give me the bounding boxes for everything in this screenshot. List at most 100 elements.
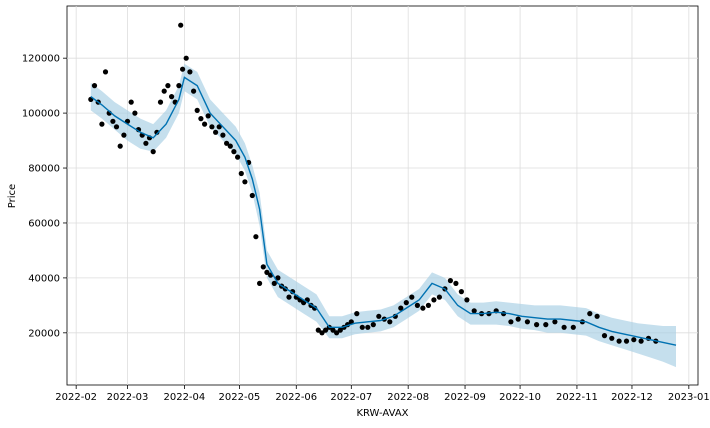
x-tick-label: 2022-06 [275, 392, 317, 403]
y-tick-label: 100000 [22, 109, 60, 120]
y-tick-label: 20000 [28, 328, 60, 339]
observed-point [150, 149, 156, 155]
observed-point [253, 234, 259, 240]
x-axis-label: KRW-AVAX [356, 408, 408, 419]
observed-point [242, 179, 248, 185]
observed-point [403, 300, 409, 306]
observed-point [220, 132, 226, 138]
x-tick-label: 2022-02 [55, 392, 97, 403]
observed-point [587, 311, 593, 317]
observed-point [515, 316, 521, 322]
y-axis-ticks: 20000 40000 60000 80000 100000 120000 [22, 54, 67, 339]
x-tick-label: 2022-09 [444, 392, 486, 403]
observed-point [387, 319, 393, 325]
x-axis-ticks: 2022-02 2022-03 2022-04 2022-05 2022-06 2022-… [55, 385, 710, 403]
observed-point [257, 280, 263, 286]
observed-point [334, 330, 340, 336]
observed-point [205, 113, 211, 119]
observed-point [143, 140, 149, 146]
x-tick-label: 2022-03 [107, 392, 149, 403]
y-tick-label: 60000 [28, 218, 60, 229]
observed-point [176, 83, 182, 89]
observed-point [227, 143, 233, 149]
x-tick-label: 2022-07 [330, 392, 372, 403]
observed-point [436, 294, 442, 300]
observed-point [524, 319, 531, 325]
observed-point [453, 280, 459, 286]
observed-point [110, 118, 116, 124]
observed-point [315, 327, 321, 333]
observed-point [264, 269, 270, 275]
observed-point [376, 313, 382, 319]
observed-point [187, 69, 193, 75]
observed-point [609, 335, 615, 341]
observed-point [623, 338, 630, 344]
observed-point [154, 129, 160, 135]
observed-point [616, 338, 622, 344]
y-tick-label: 120000 [22, 54, 60, 65]
x-tick-label: 2022-08 [387, 392, 429, 403]
observed-point [161, 88, 167, 94]
observed-point [458, 289, 464, 295]
observed-point [216, 124, 222, 130]
observed-point [570, 324, 576, 330]
observed-point [209, 124, 215, 130]
forecast-line [90, 76, 677, 346]
observed-point [213, 129, 219, 135]
observed-point [169, 94, 175, 100]
observed-point [471, 308, 477, 314]
observed-point [231, 149, 237, 155]
observed-point [202, 121, 208, 127]
observed-point [99, 121, 105, 127]
observed-point [286, 294, 292, 300]
observed-point [420, 305, 426, 311]
observed-point [113, 124, 120, 130]
x-tick-label: 2022-04 [163, 392, 205, 403]
observed-point [543, 322, 549, 328]
observed-point [180, 66, 186, 72]
observed-point [594, 313, 600, 319]
observed-point [224, 140, 230, 146]
observed-point [534, 322, 540, 328]
observed-point [117, 143, 123, 149]
observed-point [425, 302, 431, 308]
y-tick-label: 80000 [28, 164, 60, 175]
observed-point [370, 322, 376, 328]
observed-point [249, 192, 255, 199]
forecast-line-layer [90, 76, 677, 346]
observed-point [508, 319, 514, 325]
observed-point [121, 132, 127, 138]
observed-point [319, 330, 325, 336]
observed-point [447, 278, 453, 284]
observed-point [561, 324, 567, 330]
observed-point [414, 302, 420, 308]
observed-point [194, 107, 200, 113]
observed-point [178, 22, 184, 28]
y-axis-label: Price [7, 184, 18, 208]
observed-point [260, 264, 266, 270]
observed-point [132, 110, 138, 116]
observed-point [102, 69, 109, 75]
x-tick-label: 2023-01 [668, 392, 710, 403]
observed-point [191, 88, 197, 94]
uncertainty-band-layer [90, 63, 677, 368]
observed-point [398, 305, 404, 311]
observed-point [198, 116, 204, 122]
observed-point [238, 170, 244, 177]
observed-point [157, 99, 164, 105]
observed-point [638, 338, 644, 344]
observed-point [348, 319, 354, 325]
observed-point [354, 311, 360, 317]
y-tick-label: 40000 [28, 273, 60, 284]
observed-point [183, 55, 189, 61]
x-tick-label: 2022-05 [219, 392, 261, 403]
observed-point [128, 99, 134, 105]
x-tick-label: 2022-11 [556, 392, 598, 403]
observed-point [337, 327, 343, 333]
observed-point [235, 154, 241, 160]
observed-point [431, 297, 437, 303]
observed-point [323, 327, 329, 333]
observed-point [365, 324, 371, 330]
observed-point [552, 319, 558, 325]
